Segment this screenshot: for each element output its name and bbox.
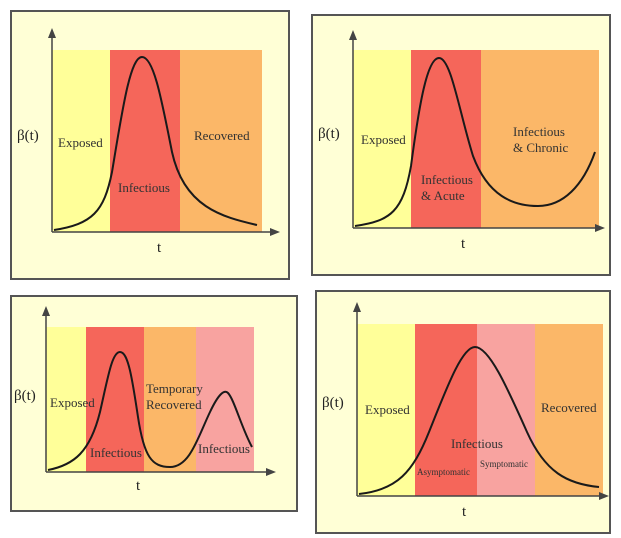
exposed-region [52, 50, 110, 232]
beta-curve [358, 345, 600, 495]
x-axis-label: t [462, 504, 467, 520]
exposed-region [357, 324, 415, 496]
panel-3-svg: Exposed Infectious Temporary Recovered In… [14, 306, 276, 494]
sub-region-label: Asymptomatic [417, 467, 470, 477]
region-label: Exposed [365, 402, 410, 417]
y-axis-label: β(t) [17, 128, 39, 144]
beta-curve [47, 350, 253, 471]
region-label: Infectious [90, 445, 142, 460]
recovered-region [180, 50, 262, 232]
region-label: Infectious [118, 180, 170, 195]
y-axis-arrow [48, 28, 56, 38]
region-label: Recovered [541, 400, 597, 415]
region-label: Infectious [198, 441, 250, 456]
infectious-chronic-region [481, 50, 599, 228]
x-axis-arrow [599, 492, 609, 500]
diagram-panel-2: Exposed Infectious & Acute Infectious & Ch… [311, 14, 611, 276]
infectious-region [110, 50, 180, 232]
y-axis-label: β(t) [318, 126, 340, 142]
infectious-acute-region [411, 50, 481, 228]
region-label: Infectious & Chronic [513, 124, 568, 155]
exposed-region [46, 327, 86, 472]
beta-curve [354, 56, 596, 227]
temporary-recovered-region [144, 327, 196, 472]
x-axis-label: t [157, 240, 162, 256]
x-axis-arrow [270, 228, 280, 236]
panel-2-svg: Exposed Infectious & Acute Infectious & Ch… [318, 30, 605, 252]
region-label: Exposed [50, 395, 95, 410]
recovered-region [535, 324, 603, 496]
panel-1-svg: Exposed Infectious Recovered β(t) t [17, 28, 280, 256]
panel-4-svg: Exposed Infectious Recovered Asymptomati… [322, 302, 609, 520]
diagram-panel-1: Exposed Infectious Recovered β(t) t [10, 10, 290, 280]
diagram-panel-3: Exposed Infectious Temporary Recovered In… [10, 295, 298, 512]
y-axis-label: β(t) [322, 395, 344, 411]
y-axis-arrow [42, 306, 50, 316]
region-label: Temporary Recovered [146, 381, 203, 412]
x-axis-label: t [461, 236, 466, 252]
infectious-symptomatic-region [477, 324, 535, 496]
x-axis-label: t [136, 478, 141, 494]
region-label: Infectious & Acute [421, 172, 473, 203]
infectious-region-2 [196, 327, 254, 472]
diagram-panel-4: Exposed Infectious Recovered Asymptomati… [315, 290, 611, 534]
region-label: Infectious [451, 436, 503, 451]
region-label: Exposed [361, 132, 406, 147]
y-axis-label: β(t) [14, 388, 36, 404]
sub-region-label: Symptomatic [480, 459, 528, 469]
beta-curve [53, 55, 258, 231]
region-label: Exposed [58, 135, 103, 150]
x-axis-arrow [266, 468, 276, 476]
y-axis-arrow [353, 302, 361, 312]
x-axis-arrow [595, 224, 605, 232]
region-label: Recovered [194, 128, 250, 143]
y-axis-arrow [349, 30, 357, 40]
